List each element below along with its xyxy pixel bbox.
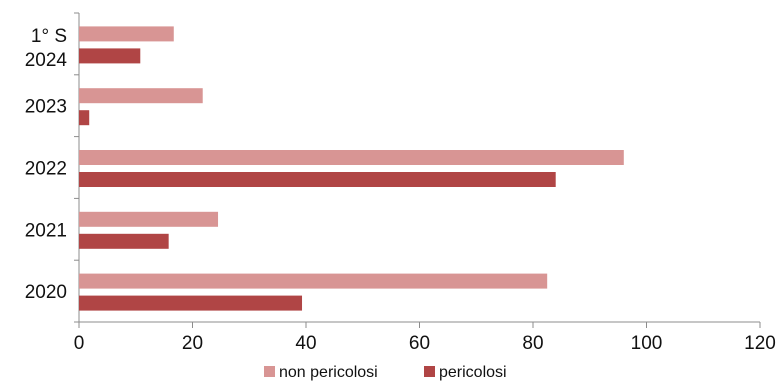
legend: non pericolosi pericolosi [264,364,507,381]
bar-pericolosi-2024 [79,48,141,64]
axes [74,12,761,328]
y-tick-label: 2021 [25,220,67,241]
legend-label-non-pericolosi: non pericolosi [279,364,378,381]
x-tick-label: 120 [744,333,776,354]
bar-non-pericolosi-2023 [79,88,203,104]
x-tick-label: 80 [522,333,543,354]
x-tick-label: 20 [182,333,203,354]
bar-non-pericolosi-2021 [79,211,219,227]
x-tick-label: 40 [295,333,316,354]
bar-non-pericolosi-2022 [79,150,624,165]
x-tick-label: 60 [409,333,430,354]
y-axis-tick-labels: 2020 2021 2022 2023 1° S 2024 [25,26,68,303]
bar-pericolosi-2022 [79,172,556,187]
x-axis-tick-labels: 0 20 40 60 80 100 120 [74,333,776,354]
x-tick-label: 0 [74,333,85,354]
y-tick-label: 2022 [25,159,67,180]
y-tick-label: 2024 [25,50,68,71]
bar-pericolosi-2020 [79,295,303,311]
y-tick-label: 1° S [31,26,67,47]
bar-non-pericolosi-2024 [79,26,174,42]
x-tick-label: 100 [631,333,663,354]
y-tick-label: 2023 [25,97,67,118]
legend-swatch-non-pericolosi [264,366,275,377]
legend-label-pericolosi: pericolosi [439,364,507,381]
bar-non-pericolosi-2020 [79,273,548,289]
bars [79,26,624,311]
y-tick-label: 2020 [25,282,67,303]
legend-swatch-pericolosi [424,366,435,377]
bar-pericolosi-2023 [79,110,90,126]
bar-pericolosi-2021 [79,233,169,249]
